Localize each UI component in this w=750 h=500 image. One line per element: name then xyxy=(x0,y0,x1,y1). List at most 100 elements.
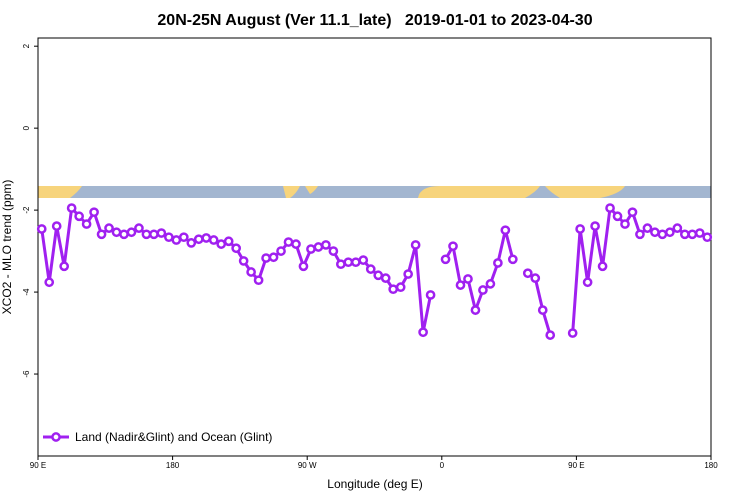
point xyxy=(149,229,159,240)
point xyxy=(291,239,301,249)
point xyxy=(418,327,428,338)
y-axis-label: XCO2 - MLO trend (ppm) xyxy=(0,180,14,315)
point xyxy=(403,269,413,279)
point xyxy=(201,233,212,243)
land xyxy=(283,186,300,198)
point xyxy=(59,261,70,272)
point xyxy=(126,227,137,238)
point xyxy=(104,223,114,233)
point xyxy=(246,267,256,277)
point xyxy=(111,227,122,238)
point xyxy=(440,254,451,265)
point xyxy=(74,211,84,222)
x-tick-label: 0 xyxy=(440,461,445,470)
y-tick-label: 2 xyxy=(22,43,31,48)
y-tick-label: -2 xyxy=(22,206,31,214)
point xyxy=(702,232,713,243)
point xyxy=(687,229,698,240)
point xyxy=(253,275,264,286)
plot-frame xyxy=(37,37,712,457)
point xyxy=(620,219,630,229)
point xyxy=(672,223,683,233)
point xyxy=(89,207,99,218)
point xyxy=(650,227,660,238)
point xyxy=(507,254,518,265)
point xyxy=(522,268,533,279)
point xyxy=(141,229,152,240)
point xyxy=(119,229,129,240)
x-tick-label: 90 E xyxy=(30,461,46,470)
land xyxy=(545,186,625,198)
point xyxy=(223,236,234,247)
chart-title: 20N-25N August (Ver 11.1_late) 2019-01-0… xyxy=(157,12,592,29)
point xyxy=(178,232,189,243)
point xyxy=(164,232,174,243)
point xyxy=(455,280,466,290)
ocean-band xyxy=(38,186,711,198)
point xyxy=(66,203,77,213)
point xyxy=(642,223,653,233)
point xyxy=(193,234,204,245)
legend-marker xyxy=(51,432,61,442)
point xyxy=(36,224,47,234)
point xyxy=(343,257,354,268)
point xyxy=(478,285,488,295)
point xyxy=(208,235,219,245)
point xyxy=(306,244,316,254)
y-tick-label: -6 xyxy=(22,370,31,378)
point xyxy=(373,270,384,281)
x-tick-label: 180 xyxy=(704,461,718,470)
point xyxy=(537,305,548,315)
point xyxy=(448,241,458,252)
point xyxy=(485,279,496,289)
point xyxy=(238,256,249,266)
point xyxy=(276,246,286,256)
point xyxy=(81,219,92,229)
point xyxy=(395,282,406,293)
y-tick-label: 0 xyxy=(22,125,31,130)
point xyxy=(350,257,361,268)
land xyxy=(418,186,540,198)
point xyxy=(321,240,331,250)
point xyxy=(336,259,346,270)
land xyxy=(305,186,318,194)
point xyxy=(186,238,197,248)
point xyxy=(463,274,473,284)
point xyxy=(500,225,511,236)
y-tick-label: -4 xyxy=(22,288,31,296)
point xyxy=(657,229,668,240)
point xyxy=(530,273,541,283)
point xyxy=(545,330,556,340)
point xyxy=(231,243,242,254)
x-tick-label: 180 xyxy=(166,461,180,470)
x-tick-label: 90 E xyxy=(568,461,584,470)
point xyxy=(283,237,294,247)
point xyxy=(410,240,421,250)
point xyxy=(328,246,339,256)
point xyxy=(44,277,55,288)
point xyxy=(134,223,144,233)
point xyxy=(171,235,182,245)
map-strip xyxy=(38,186,711,198)
point xyxy=(582,277,593,288)
x-axis-label: Longitude (deg E) xyxy=(327,477,422,491)
point xyxy=(358,255,369,265)
point xyxy=(679,229,690,240)
point xyxy=(612,211,623,222)
land xyxy=(38,186,82,198)
point xyxy=(627,207,638,218)
point xyxy=(156,228,167,238)
point xyxy=(298,261,309,272)
point xyxy=(425,290,436,300)
point xyxy=(313,242,324,252)
point xyxy=(216,239,227,249)
point xyxy=(665,227,675,238)
x-tick-label: 90 W xyxy=(298,461,317,470)
point xyxy=(575,224,585,234)
point xyxy=(470,305,481,315)
point xyxy=(635,229,645,240)
point xyxy=(51,221,62,231)
point xyxy=(597,261,608,272)
point xyxy=(380,273,391,283)
